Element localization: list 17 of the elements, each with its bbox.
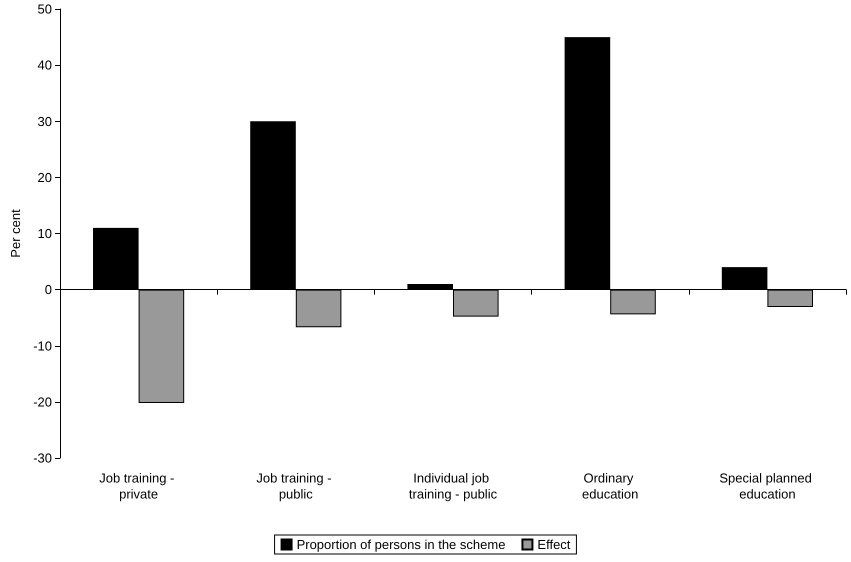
y-tick-label: -10: [33, 338, 52, 354]
y-axis-title: Per cent: [8, 208, 23, 258]
y-tick-label: 40: [38, 58, 52, 73]
legend-label: Proportion of persons in the scheme: [296, 537, 506, 552]
x-tick-label: Ordinary education: [582, 470, 638, 502]
x-tick-label: Job training - private: [99, 470, 178, 502]
y-tick-label: -20: [33, 394, 52, 410]
legend-label: Effect: [537, 537, 571, 552]
x-tick-label: Individual job training - public: [408, 470, 498, 502]
x-tick-label: Job training - public: [256, 470, 336, 502]
y-tick-label: -30: [33, 450, 52, 466]
y-tick-label: 20: [38, 170, 52, 185]
x-tick-label: Special planned education: [719, 470, 816, 502]
y-tick-label: 50: [38, 2, 52, 16]
y-tick-label: 30: [38, 114, 52, 129]
y-tick-label: 10: [38, 226, 52, 241]
y-tick-label: 0: [44, 282, 52, 298]
